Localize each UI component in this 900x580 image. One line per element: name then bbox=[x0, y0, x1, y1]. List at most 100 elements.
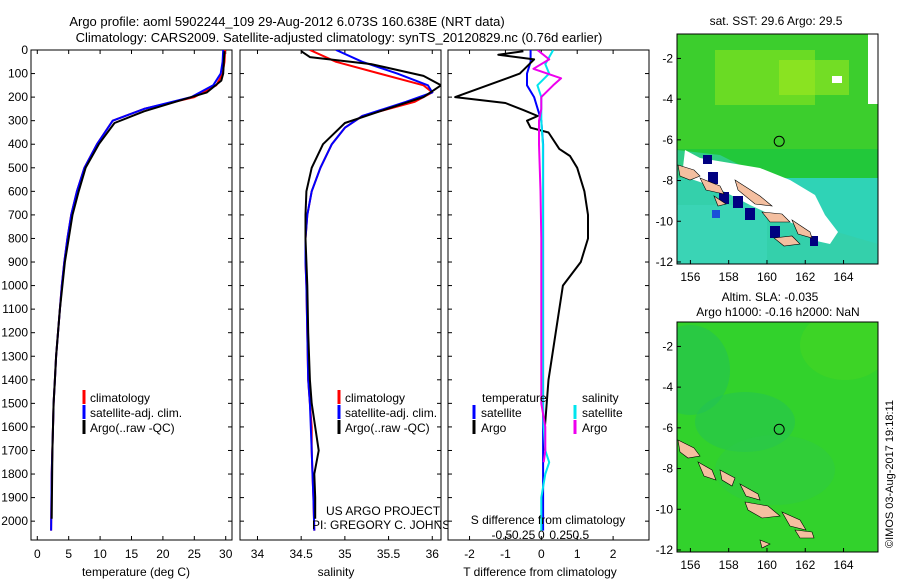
sst-map-panel: sat. SST: 29.6 Argo: 29.5 bbox=[656, 14, 879, 284]
x-tick-label: 35 bbox=[338, 547, 352, 561]
y-tick-label: 1300 bbox=[1, 349, 28, 363]
y-tick-label: 1200 bbox=[1, 326, 28, 340]
sst-map-cold-cell bbox=[719, 192, 729, 204]
x-tick-label: 10 bbox=[93, 547, 107, 561]
sla-map-title: Altim. SLA: -0.035 bbox=[722, 290, 819, 304]
island-shape bbox=[677, 439, 701, 459]
x-tick-label: -2 bbox=[464, 547, 475, 561]
series-line-salinity-satellite bbox=[536, 50, 555, 531]
island-shape bbox=[719, 469, 736, 487]
x-tick-label: 164 bbox=[834, 558, 854, 572]
x2-tick-label: -0.25 bbox=[508, 528, 536, 542]
x-tick-label: 156 bbox=[680, 270, 700, 284]
y-tick-label: 400 bbox=[8, 137, 28, 151]
legend-label-satellite: satellite-adj. clim. bbox=[345, 406, 437, 420]
x-tick-label: 160 bbox=[757, 270, 777, 284]
series-line-argo-raw-qc- bbox=[50, 51, 226, 519]
x-tick-label: 0 bbox=[538, 547, 545, 561]
x2-tick-label: 0.25 bbox=[549, 528, 573, 542]
y-tick-label: -2 bbox=[662, 51, 673, 65]
sst-argo-position-marker bbox=[773, 135, 785, 147]
island-shape bbox=[677, 164, 701, 181]
series-line-argo-raw-qc- bbox=[300, 50, 441, 519]
sla-map-high-patch bbox=[800, 322, 878, 380]
x-tick-label: 162 bbox=[795, 270, 815, 284]
y-tick-label: 600 bbox=[8, 184, 28, 198]
x-tick-label: 30 bbox=[219, 547, 233, 561]
series-line-temperature-argo bbox=[454, 50, 589, 451]
y-tick-label: 1500 bbox=[1, 396, 28, 410]
island-shape bbox=[739, 483, 761, 501]
x-tick-label: 162 bbox=[795, 558, 815, 572]
y-tick-label: -12 bbox=[656, 255, 674, 269]
island-shape bbox=[734, 179, 773, 207]
difference-legend: temperature salinity satellite Argo sate… bbox=[472, 391, 623, 435]
salinity-panel: 34 34.5 35 35.5 36 salinity climatology sate… bbox=[239, 49, 468, 579]
legend-label-sal-satellite: satellite bbox=[582, 406, 623, 420]
legend-header-salinity: salinity bbox=[582, 391, 619, 405]
x2-tick-label: -0.5 bbox=[491, 528, 512, 542]
difference-ticks: -2 -1 0 1 2 -0.5-0.25 0 0.25 0.5 bbox=[448, 49, 649, 561]
y-tick-label: 1900 bbox=[1, 491, 28, 505]
y-tick-label: 700 bbox=[8, 208, 28, 222]
y-tick-label: -8 bbox=[662, 174, 673, 188]
salinity-axes bbox=[239, 49, 442, 541]
figure-subtitle: Climatology: CARS2009. Satellite-adjuste… bbox=[76, 30, 603, 45]
sla-argo-position-marker bbox=[773, 423, 785, 435]
y-tick-label: -2 bbox=[662, 339, 673, 353]
temperature-lines bbox=[50, 50, 227, 531]
x-tick-label: 0 bbox=[34, 547, 41, 561]
sst-map-frame bbox=[676, 33, 879, 265]
y-tick-label: 0 bbox=[21, 43, 28, 57]
legend-label-satellite: satellite-adj. clim. bbox=[90, 406, 182, 420]
y-tick-label: 1000 bbox=[1, 279, 28, 293]
x-tick-label: 34.5 bbox=[289, 547, 313, 561]
difference-panel: -2 -1 0 1 2 -0.5-0.25 0 0.25 0.5 S difference fr… bbox=[447, 49, 650, 579]
x-tick-label: 36 bbox=[426, 547, 440, 561]
x-tick-label: 25 bbox=[188, 547, 202, 561]
y-tick-label: 1400 bbox=[1, 373, 28, 387]
y-tick-label: 900 bbox=[8, 255, 28, 269]
x-tick-label: 15 bbox=[125, 547, 139, 561]
island-shape bbox=[781, 511, 807, 531]
x-tick-label: 20 bbox=[156, 547, 170, 561]
island-shape bbox=[791, 219, 813, 239]
sla-map-subtitle: Argo h1000: -0.16 h2000: NaN bbox=[696, 305, 859, 319]
sla-map-low-patch bbox=[715, 435, 835, 505]
sla-map-low-patch bbox=[695, 392, 795, 452]
x-tick-label: -1 bbox=[500, 547, 511, 561]
island-shape bbox=[761, 211, 791, 223]
t-difference-xlabel: T difference from climatology bbox=[463, 565, 617, 579]
y-tick-label: -6 bbox=[662, 133, 673, 147]
x2-tick-label: 0.5 bbox=[572, 528, 589, 542]
island-shape bbox=[794, 529, 815, 539]
y-tick-label: -12 bbox=[656, 543, 674, 557]
y-tick-label: -8 bbox=[662, 462, 673, 476]
temperature-ticks: 0100200300400500600700800900100011001200… bbox=[1, 43, 232, 561]
y-tick-label: 1700 bbox=[1, 443, 28, 457]
legend-label-climatology: climatology bbox=[90, 391, 150, 405]
x-tick-label: 158 bbox=[719, 558, 739, 572]
y-tick-label: 500 bbox=[8, 161, 28, 175]
difference-lines bbox=[454, 50, 589, 531]
x-tick-label: 160 bbox=[757, 558, 777, 572]
island-shape bbox=[773, 235, 801, 247]
x-tick-label: 2 bbox=[610, 547, 617, 561]
imos-credit: ©IMOS 03-Aug-2017 19:18:11 bbox=[884, 400, 896, 548]
sla-map-panel: Altim. SLA: -0.035 Argo h1000: -0.16 h20… bbox=[656, 290, 879, 572]
island-shape bbox=[699, 177, 725, 195]
legend-label-climatology: climatology bbox=[345, 391, 405, 405]
sst-map-cold-cell bbox=[733, 196, 743, 208]
series-line-satellite-adj-clim- bbox=[304, 50, 434, 531]
temperature-axes bbox=[30, 49, 233, 541]
y-tick-label: -10 bbox=[656, 214, 674, 228]
x-tick-label: 34 bbox=[251, 547, 265, 561]
temperature-panel: 0100200300400500600700800900100011001200… bbox=[1, 43, 232, 579]
y-tick-label: 1800 bbox=[1, 467, 28, 481]
x-tick-label: 158 bbox=[719, 270, 739, 284]
y-tick-label: -10 bbox=[656, 502, 674, 516]
sst-map-cold-cell bbox=[810, 236, 818, 246]
sst-map-missing-data bbox=[868, 34, 878, 104]
y-tick-label: -4 bbox=[662, 92, 673, 106]
